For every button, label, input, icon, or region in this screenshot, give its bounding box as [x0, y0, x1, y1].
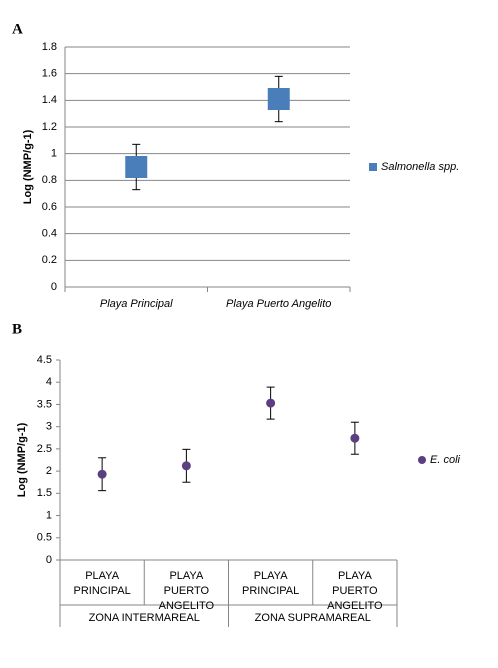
legend-marker [418, 456, 426, 464]
y-tick-label: 1 [46, 509, 52, 521]
y-tick-label: 1.6 [42, 68, 57, 80]
point [97, 469, 107, 479]
y-axis-label: Log (NMP/g-1) [22, 129, 34, 204]
y-tick-label: 0 [51, 281, 57, 293]
panel-label: B [12, 321, 22, 337]
x-tick-label: Playa Principal [100, 298, 173, 310]
y-axis-label: Log (NMP/g-1) [16, 422, 28, 497]
y-tick-label: 1 [51, 148, 57, 160]
point [266, 398, 276, 408]
legend-label: Salmonella spp. [381, 161, 459, 173]
y-tick-label: 0.8 [42, 174, 57, 186]
y-tick-label: 0.5 [37, 532, 52, 544]
y-tick-label: 2.5 [37, 443, 52, 455]
y-tick-label: 1.5 [37, 487, 52, 499]
panel-label: A [12, 21, 23, 37]
x-tick-label: PLAYA PRINCIPAL [73, 570, 131, 597]
x-tick-label: PLAYA PUERTO ANGELITO [327, 570, 383, 612]
point [267, 88, 290, 110]
y-tick-label: 0 [46, 554, 52, 566]
legend-marker [369, 163, 377, 171]
y-tick-label: 4 [46, 376, 52, 388]
point [181, 461, 191, 471]
y-tick-label: 1.4 [42, 94, 57, 106]
legend-label: E. coli [430, 454, 461, 466]
point [350, 433, 360, 443]
x-tick-label: Playa Puerto Angelito [226, 298, 331, 310]
x-tick-label: PLAYA PRINCIPAL [241, 570, 300, 597]
y-tick-label: 3.5 [37, 398, 52, 410]
y-tick-label: 1.2 [42, 121, 57, 133]
x-tick-label: PLAYA PUERTO ANGELITO [158, 570, 215, 612]
y-tick-label: 3 [46, 421, 52, 433]
y-tick-label: 1.8 [42, 41, 57, 53]
y-tick-label: 2 [46, 465, 52, 477]
group-label: ZONA SUPRAMAREAL [255, 612, 371, 624]
y-tick-label: 0.4 [42, 228, 57, 240]
y-tick-label: 0.6 [42, 201, 57, 213]
group-label: ZONA INTERMAREAL [89, 612, 200, 624]
point [125, 156, 148, 178]
y-tick-label: 0.2 [42, 254, 57, 266]
y-tick-label: 4.5 [37, 354, 52, 366]
